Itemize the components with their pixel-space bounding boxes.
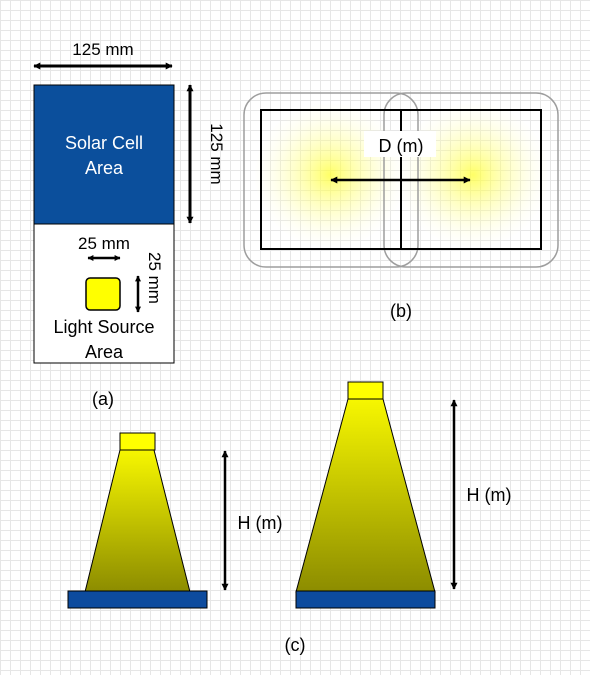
distance-label: D (m) (379, 136, 424, 156)
source-width-label: 25 mm (78, 234, 130, 253)
caption-a: (a) (92, 389, 114, 409)
base-small (67, 590, 208, 609)
light-glow-right (398, 103, 548, 247)
width-label: 125 mm (72, 40, 133, 59)
distance-label-bg (364, 131, 436, 157)
height-label-small: H (m) (238, 513, 283, 533)
light-beam-large (295, 398, 436, 593)
light-source (85, 277, 121, 311)
panel-c: H (m) H (m) (c) (67, 381, 512, 655)
light-beam-small (84, 449, 191, 593)
light-glow-left (255, 103, 405, 247)
caption-c: (c) (285, 635, 306, 655)
height-label-large: H (m) (467, 485, 512, 505)
source-height-label: 25 mm (145, 252, 164, 304)
lamp-large (347, 381, 384, 400)
light-source-label-line2: Area (85, 342, 124, 362)
lamp-small (119, 432, 156, 451)
light-source-label-line1: Light Source (53, 317, 154, 337)
solar-cell-label-line2: Area (85, 158, 124, 178)
solar-cell-label-line1: Solar Cell (65, 133, 143, 153)
caption-b: (b) (390, 301, 412, 321)
panel-a: 125 mm Solar Cell Area 125 mm 25 mm 25 m… (33, 40, 226, 409)
solar-cell-area (33, 84, 175, 225)
base-large (295, 590, 436, 609)
panel-b: D (m) (b) (243, 92, 559, 321)
height-label: 125 mm (207, 123, 226, 184)
